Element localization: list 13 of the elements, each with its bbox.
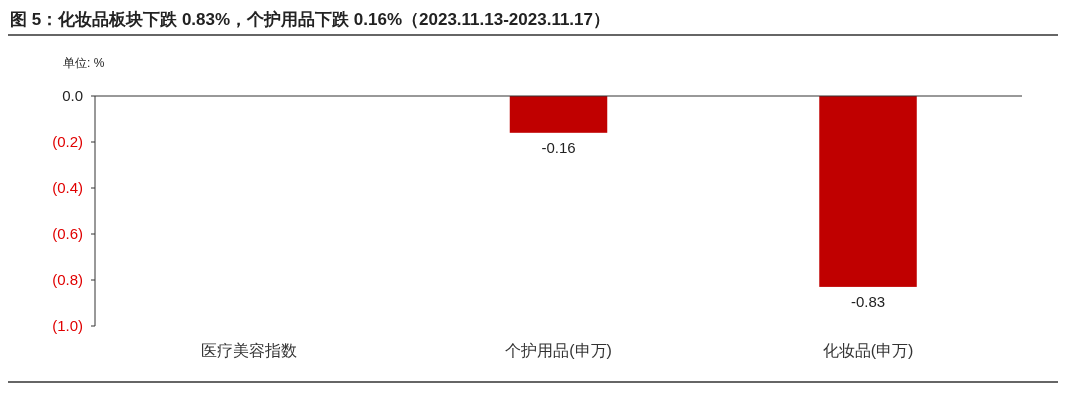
y-tick-label: (0.6) [52, 225, 83, 243]
y-tick-label: 0.0 [62, 87, 83, 105]
y-tick-label: (0.2) [52, 133, 83, 151]
y-tick-label: (0.4) [52, 179, 83, 197]
chart-title: 图 5：化妆品板块下跌 0.83%，个护用品下跌 0.16%（2023.11.13-2023.11.17） [10, 10, 610, 29]
x-tick-label: 化妆品(申万) [822, 342, 914, 359]
data-label: -0.83 [850, 292, 886, 310]
y-axis-title: 单位: % [63, 56, 105, 70]
x-tick-label: 个护用品(申万) [505, 342, 612, 359]
x-tick-label: 医疗美容指数 [200, 342, 297, 359]
y-tick-label: (1.0) [52, 317, 83, 335]
data-label: -0.16 [541, 138, 576, 156]
y-tick-label: (0.8) [52, 271, 83, 289]
